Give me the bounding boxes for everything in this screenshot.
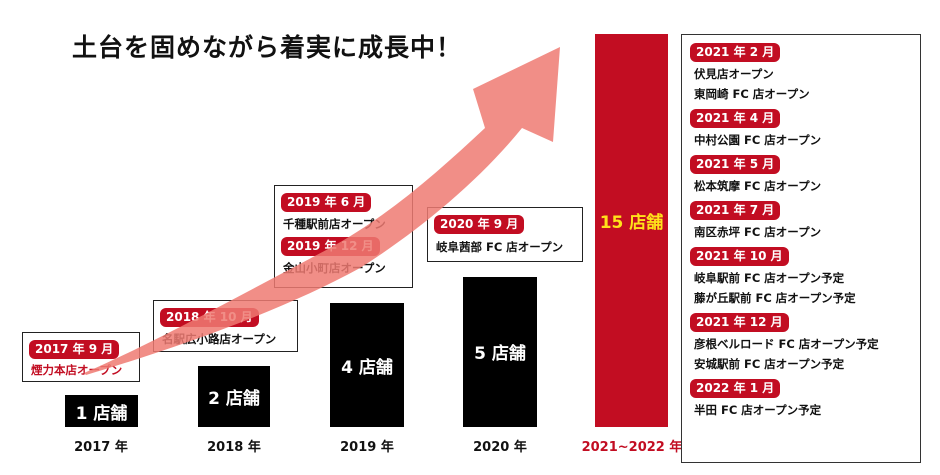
bar-label-2017: 1 店舗 <box>75 403 128 424</box>
date-badge: 2021 年 4 月 <box>690 109 781 128</box>
store-item: 伏見店オープン <box>694 67 774 81</box>
store-item: 岐阜茜部 FC 店オープン <box>436 240 564 254</box>
date-badge: 2020 年 9 月 <box>434 215 525 234</box>
store-item: 安城駅前 FC 店オープン予定 <box>694 357 845 371</box>
date-badge: 2021 年 10 月 <box>690 247 789 266</box>
date-badge: 2022 年 1 月 <box>690 379 781 398</box>
store-item: 煙力本店オープン <box>31 363 123 377</box>
bar-2020: 5 店舗 <box>463 277 537 427</box>
store-item: 半田 FC 店オープン予定 <box>694 403 822 417</box>
page-title: 土台を固めながら着実に成長中！ <box>72 33 463 62</box>
milestone-box-2017: 2017 年 9 月 煙力本店オープン <box>22 332 140 382</box>
store-item: 岐阜駅前 FC 店オープン予定 <box>694 271 845 285</box>
store-item: 金山小町店オープン <box>283 261 386 275</box>
bar-2018: 2 店舗 <box>198 366 270 427</box>
bar-2017: 1 店舗 <box>65 395 138 427</box>
store-item: 南区赤坪 FC 店オープン <box>694 225 822 239</box>
store-item: 彦根ベルロード FC 店オープン予定 <box>694 337 879 351</box>
date-badge: 2021 年 7 月 <box>690 201 781 220</box>
store-item: 藤が丘駅前 FC 店オープン予定 <box>694 291 856 305</box>
store-item: 松本筑摩 FC 店オープン <box>694 179 822 193</box>
date-badge: 2021 年 12 月 <box>690 313 789 332</box>
year-label-2021-2022: 2021~2022 年 <box>581 440 683 455</box>
bar-label-2019: 4 店舗 <box>341 357 393 378</box>
bar-2019: 4 店舗 <box>330 303 404 427</box>
date-badge: 2019 年 6 月 <box>281 193 372 212</box>
year-label-2020: 2020 年 <box>473 440 527 455</box>
date-badge: 2017 年 9 月 <box>29 340 120 359</box>
date-badge: 2021 年 2 月 <box>690 43 781 62</box>
bar-label-2020: 5 店舗 <box>474 344 526 364</box>
bar-2021-2022: 15 店舗 <box>595 34 668 427</box>
year-label-2018: 2018 年 <box>207 440 261 455</box>
date-badge: 2021 年 5 月 <box>690 155 781 174</box>
year-label-2019: 2019 年 <box>340 440 394 455</box>
store-item: 東岡崎 FC 店オープン <box>694 87 810 101</box>
milestone-box-2018: 2018 年 10 月 名駅広小路店オープン <box>153 300 298 352</box>
bar-label-2018: 2 店舗 <box>208 389 260 409</box>
date-badge: 2019 年 12 月 <box>281 237 380 256</box>
date-badge: 2018 年 10 月 <box>160 308 259 327</box>
store-item: 中村公園 FC 店オープン <box>694 133 822 147</box>
store-item: 千種駅前店オープン <box>283 217 386 231</box>
upcoming-stores-panel: 2021 年 2 月 伏見店オープン 東岡崎 FC 店オープン 2021 年 4… <box>681 34 921 463</box>
milestone-box-2019: 2019 年 6 月 千種駅前店オープン 2019 年 12 月 金山小町店オー… <box>274 185 413 288</box>
bar-label-2021-2022: 15 店舗 <box>599 213 664 233</box>
year-label-2017: 2017 年 <box>74 440 128 455</box>
milestone-box-2020: 2020 年 9 月 岐阜茜部 FC 店オープン <box>427 207 583 262</box>
store-item: 名駅広小路店オープン <box>162 332 277 346</box>
